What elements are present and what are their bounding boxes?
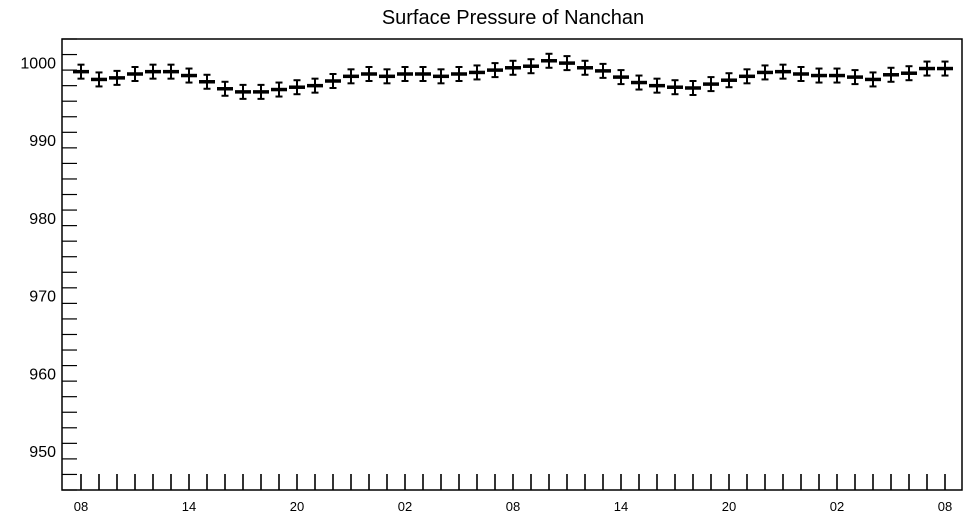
y-tick-label: 950 <box>29 444 56 461</box>
data-point <box>595 62 611 79</box>
data-point <box>685 79 701 96</box>
data-point <box>739 68 755 85</box>
data-point <box>271 81 287 98</box>
data-point <box>577 59 593 76</box>
data-point <box>415 65 431 82</box>
data-point <box>631 74 647 91</box>
data-point <box>217 80 233 97</box>
data-point <box>235 83 251 100</box>
y-tick-label: 1000 <box>20 55 56 72</box>
data-point <box>145 63 161 80</box>
data-point <box>289 79 305 96</box>
data-point <box>613 69 629 86</box>
data-point <box>253 83 269 100</box>
data-point <box>847 69 863 86</box>
x-tick-label: 08 <box>506 499 520 514</box>
data-point <box>181 67 197 84</box>
data-point <box>901 65 917 82</box>
data-point <box>883 66 899 83</box>
data-point <box>757 64 773 81</box>
y-tick-label: 980 <box>29 211 56 228</box>
data-point <box>721 72 737 89</box>
data-point <box>559 55 575 72</box>
data-point <box>397 65 413 82</box>
data-point <box>541 52 557 69</box>
data-point <box>73 63 89 80</box>
y-tick-label: 990 <box>29 133 56 150</box>
data-point <box>703 76 719 93</box>
x-tick-label: 08 <box>74 499 88 514</box>
data-point <box>127 65 143 82</box>
x-axis: 08 14 20 02 08 14 20 02 08 <box>74 474 952 514</box>
x-tick-label: 08 <box>938 499 952 514</box>
data-point <box>667 79 683 96</box>
x-tick-label: 02 <box>830 499 844 514</box>
data-point <box>433 68 449 85</box>
y-tick-label: 970 <box>29 289 56 306</box>
data-point <box>109 69 125 86</box>
plot-frame <box>61 38 963 491</box>
data-point <box>163 63 179 80</box>
data-point <box>469 64 485 81</box>
data-point <box>361 65 377 82</box>
data-point <box>865 71 881 88</box>
x-tick-label: 20 <box>290 499 304 514</box>
data-point <box>91 71 107 88</box>
data-point <box>325 72 341 89</box>
data-point <box>829 67 845 84</box>
x-tick-label: 02 <box>398 499 412 514</box>
data-point <box>793 65 809 82</box>
data-point <box>379 68 395 85</box>
data-point <box>919 60 935 77</box>
y-axis: 950 960 970 980 990 1000 <box>20 38 77 491</box>
data-point <box>199 73 215 90</box>
chart-title: Surface Pressure of Nanchan <box>382 7 644 29</box>
data-point <box>649 77 665 94</box>
data-point <box>811 67 827 84</box>
data-point <box>523 58 539 75</box>
series-layer <box>73 52 953 100</box>
x-tick-label: 14 <box>182 499 196 514</box>
data-point <box>343 68 359 85</box>
x-tick-label: 20 <box>722 499 736 514</box>
data-point <box>307 77 323 94</box>
data-point <box>937 60 953 77</box>
data-point <box>487 62 503 79</box>
data-point <box>505 59 521 76</box>
y-tick-label: 960 <box>29 366 56 383</box>
x-tick-label: 14 <box>614 499 628 514</box>
data-point <box>775 63 791 80</box>
data-point <box>451 65 467 82</box>
